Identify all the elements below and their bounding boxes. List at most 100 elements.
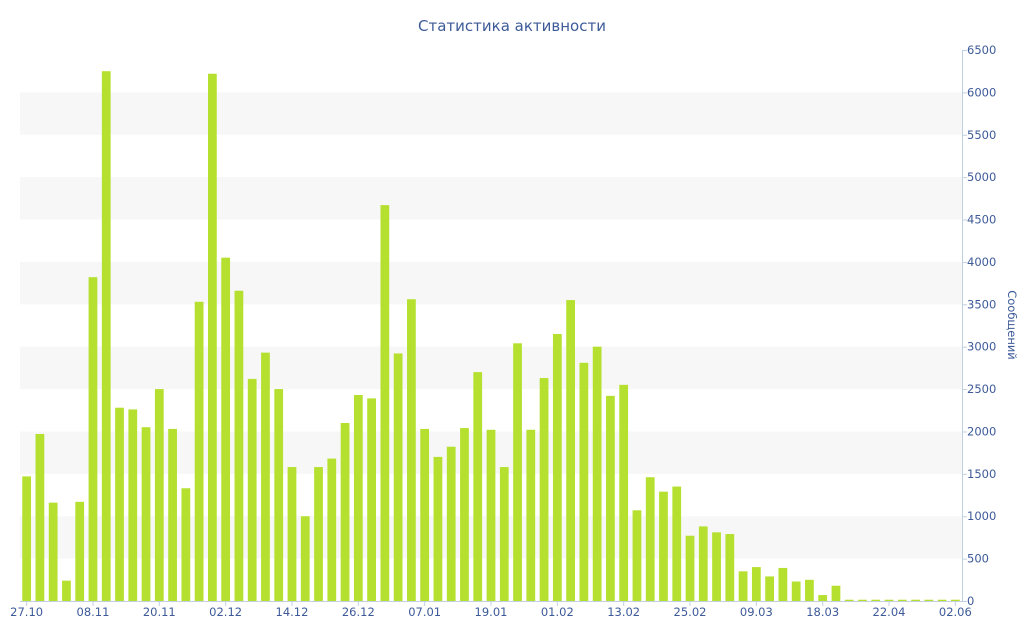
- bar: [499, 467, 509, 601]
- bar: [805, 579, 814, 601]
- x-tick-label: 26.12: [342, 605, 375, 619]
- grid-bands: [20, 92, 962, 559]
- bar: [738, 571, 748, 601]
- chart-title: Статистика активности: [418, 17, 606, 35]
- bar: [433, 456, 443, 601]
- bar: [712, 532, 721, 601]
- grid-band: [20, 92, 962, 135]
- bar: [75, 501, 85, 601]
- bar: [911, 599, 920, 601]
- bar: [513, 343, 522, 601]
- x-tick-label: 08.11: [77, 605, 110, 619]
- bar: [844, 599, 854, 601]
- bar: [778, 567, 788, 601]
- bar: [871, 599, 881, 601]
- bar: [566, 300, 575, 601]
- bar: [765, 576, 774, 601]
- bar: [685, 535, 695, 601]
- x-tick-label: 02.06: [939, 605, 972, 619]
- y-axis-ticks: 0 500 1000 1500 2000 2500 3000 3500 4000 4500 5000…: [962, 43, 996, 608]
- bar: [659, 491, 668, 601]
- y-tick-label: 1000: [967, 509, 996, 523]
- x-tick-label: 27.10: [10, 605, 43, 619]
- bar: [367, 398, 376, 601]
- bar: [62, 580, 71, 601]
- x-tick-label: 25.02: [674, 605, 707, 619]
- bar: [751, 567, 761, 601]
- grid-band: [20, 346, 962, 390]
- y-tick-label: 3500: [967, 297, 996, 311]
- bars: [22, 71, 960, 602]
- bar: [526, 429, 536, 601]
- bar: [287, 467, 297, 601]
- bar: [552, 333, 562, 601]
- y-tick-label: 4500: [967, 213, 996, 227]
- y-tick-label: 5500: [967, 128, 996, 142]
- y-tick-label: 2500: [967, 382, 996, 396]
- x-tick-label: 22.04: [873, 605, 906, 619]
- bar: [22, 476, 32, 601]
- y-axis-title: Сообщений: [1005, 290, 1019, 360]
- x-tick-label: 09.03: [740, 605, 773, 619]
- bar: [300, 516, 310, 601]
- bar: [619, 384, 629, 601]
- bar: [473, 372, 483, 601]
- bar: [234, 290, 244, 601]
- bar: [579, 362, 589, 601]
- bar: [221, 257, 231, 601]
- y-tick-label: 1500: [967, 467, 996, 481]
- bar: [420, 428, 430, 601]
- bar: [261, 352, 270, 601]
- bar: [101, 71, 111, 601]
- y-tick-label: 5000: [967, 170, 996, 184]
- bar: [88, 277, 98, 601]
- y-tick-label: 500: [967, 552, 989, 566]
- bar: [645, 477, 655, 601]
- bar: [725, 534, 735, 601]
- x-tick-label: 14.12: [276, 605, 309, 619]
- bar: [460, 428, 469, 601]
- x-tick-label: 18.03: [806, 605, 839, 619]
- y-tick-label: 6000: [967, 85, 996, 99]
- x-tick-label: 19.01: [475, 605, 508, 619]
- grid-band: [20, 261, 962, 305]
- bar: [791, 581, 801, 601]
- x-tick-label: 07.01: [408, 605, 441, 619]
- bar: [818, 595, 828, 601]
- bar: [950, 599, 960, 601]
- bar: [48, 502, 58, 601]
- bar: [632, 510, 642, 601]
- bar: [314, 467, 323, 601]
- bar: [353, 395, 363, 601]
- x-tick-label: 02.12: [209, 605, 242, 619]
- y-tick-label: 4000: [967, 255, 996, 269]
- bar: [194, 301, 204, 601]
- bar: [274, 389, 284, 601]
- bar: [340, 422, 350, 601]
- bar: [937, 599, 947, 601]
- bar: [539, 378, 549, 601]
- bar: [128, 409, 138, 601]
- bar: [672, 486, 682, 601]
- bar: [208, 73, 217, 602]
- bar: [698, 526, 708, 601]
- bar: [380, 205, 390, 601]
- bar: [884, 599, 894, 601]
- y-tick-label: 2000: [967, 424, 996, 438]
- x-tick-label: 20.11: [143, 605, 176, 619]
- bar: [486, 429, 496, 601]
- x-tick-label: 01.02: [541, 605, 574, 619]
- bar: [393, 353, 403, 601]
- bar: [592, 346, 602, 601]
- bar: [924, 599, 934, 601]
- bar: [35, 434, 45, 601]
- bar: [327, 458, 337, 601]
- y-tick-label: 3000: [967, 340, 996, 354]
- bar: [858, 599, 867, 601]
- bar: [446, 446, 456, 601]
- grid-band: [20, 177, 962, 220]
- x-axis-ticks: 27.10 08.11 20.11 02.12 14.12 26.12 07.01 19.01…: [10, 601, 972, 619]
- bar: [407, 299, 416, 601]
